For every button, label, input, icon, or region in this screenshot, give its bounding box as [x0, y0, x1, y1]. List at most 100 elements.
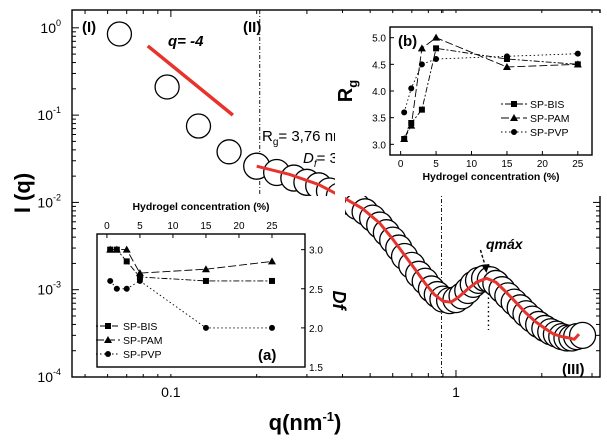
inset-b-y-axis-title: Rg	[335, 80, 360, 102]
fit-curve	[256, 164, 581, 341]
inset-a-marker	[135, 269, 144, 277]
inset-b-legend-label: SP-PAM	[530, 113, 569, 125]
inset-b-marker	[408, 85, 415, 92]
inset-b-background	[335, 13, 601, 196]
region-label-III: (III)	[562, 361, 585, 378]
inset-b-y-tick-label: 4.0	[372, 87, 386, 98]
x-axis-title-sup: -1	[322, 409, 334, 424]
data-point	[185, 113, 212, 139]
inset-a-legend-marker	[105, 323, 111, 329]
inset-b-y-tick-label: 4.5	[372, 60, 386, 71]
inset-a-marker	[122, 245, 131, 253]
rg-annotation: Rg= 3,76 nm	[262, 128, 346, 148]
data-point	[106, 21, 133, 47]
region-label-I: (I)	[82, 19, 96, 36]
slope-label: q= -4	[168, 33, 204, 50]
inset-a-x-tick-label: 5	[137, 221, 143, 232]
data-point	[568, 321, 597, 349]
inset-a-y-tick-label: 3.0	[309, 246, 323, 257]
inset-b-marker	[400, 135, 409, 142]
inset-b-x-tick-label: 20	[537, 159, 549, 170]
inset-a-y-tick-label: 2.5	[309, 285, 323, 296]
inset-b-marker	[407, 121, 416, 129]
x-tick-label: 0.1	[161, 384, 181, 400]
y-tick-exp: -1	[53, 105, 61, 115]
inset-b-marker	[573, 60, 582, 68]
inset-b-y-prefix: R	[335, 87, 357, 102]
y-tick-base: 10	[40, 20, 56, 36]
inset-b-marker	[503, 53, 510, 60]
inset-b-plot: 0 5 10 15 20 25 3.0 3.5 4.0 4.5 5.0 Hydrogel concen…	[335, 13, 601, 196]
inset-b-x-axis-title: Hydrogel concentration (%)	[422, 171, 559, 183]
inset-a-marker	[136, 274, 143, 281]
inset-b-marker	[433, 45, 440, 52]
inset-b-y-tick-label: 3.0	[372, 140, 386, 151]
y-tick-label: 10-3	[37, 280, 61, 298]
inset-b-y-tick-label: 3.5	[372, 114, 386, 125]
inset-b-x-tick-label: 5	[433, 159, 439, 170]
inset-a-marker	[112, 245, 121, 253]
inset-a-marker	[113, 285, 120, 292]
inset-a-x-tick-label: 15	[200, 221, 212, 232]
rg-sub: g	[273, 137, 279, 148]
y-tick-label: 100	[40, 18, 61, 36]
inset-a-x-axis-title: Hydrogel concentration (%)	[132, 201, 269, 213]
inset-b-x-tick-label: 25	[572, 159, 584, 170]
inset-b-x-tick-label: 15	[501, 159, 513, 170]
rg-prefix: R	[262, 128, 273, 145]
y-tick-base: 10	[37, 194, 53, 210]
y-tick-exp: -4	[53, 367, 61, 377]
inset-b-x-tick-label: 10	[466, 159, 478, 170]
y-tick-base: 10	[37, 282, 53, 298]
inset-a-legend-label: SP-PAM	[123, 335, 162, 347]
x-tick-label: 1	[452, 384, 460, 400]
region-label-II: (II)	[243, 19, 261, 36]
inset-b-marker	[418, 61, 425, 68]
inset-a-x-tick-label: 20	[233, 221, 245, 232]
inset-a-marker	[201, 265, 210, 273]
df-prefix: D	[303, 150, 314, 167]
inset-a-x-tick-label: 25	[266, 221, 278, 232]
inset-b-marker	[433, 56, 440, 62]
df-sub: f	[314, 159, 318, 170]
slope-line	[146, 44, 234, 117]
inset-b-panel-label: (b)	[398, 33, 417, 50]
y-tick-label: 10-1	[37, 105, 61, 123]
inset-a-marker	[202, 324, 209, 331]
inset-a-legend-marker	[104, 336, 112, 343]
inset-b-y-tick-label: 5.0	[372, 34, 386, 45]
y-axis-title: I (q)	[10, 173, 35, 213]
inset-a-legend-marker	[105, 351, 111, 357]
inset-a-x-tick-label: 10	[167, 221, 179, 232]
y-tick-exp: 0	[56, 18, 61, 28]
data-point	[154, 74, 180, 100]
inset-a-marker	[268, 324, 275, 331]
inset-b-marker	[417, 44, 426, 52]
y-tick-label: 10-2	[37, 192, 61, 210]
x-axis-title-text: q(nm	[269, 410, 323, 435]
x-axis-title: q(nm-1)	[269, 409, 342, 435]
inset-b-series-line	[403, 53, 578, 113]
inset-b-marker	[574, 50, 581, 57]
inset-b-x-tick-label: 0	[398, 159, 404, 170]
y-tick-exp: -2	[53, 192, 61, 202]
inset-a-frame	[96, 233, 306, 368]
inset-b-legend-marker	[511, 101, 517, 107]
y-tick-label: 10-4	[37, 367, 61, 385]
inset-b-legend-marker	[510, 114, 518, 121]
inset-a-panel-label: (a)	[258, 347, 276, 364]
inset-b-marker	[432, 33, 441, 41]
inset-a-marker	[267, 257, 276, 265]
inset-b-legend-label: SP-BIS	[530, 99, 564, 111]
inset-a-marker	[123, 258, 130, 265]
inset-b-legend-marker	[511, 129, 517, 135]
inset-a-y-tick-label: 2.0	[309, 324, 323, 335]
data-point	[216, 139, 242, 165]
rg-value: = 3,76 nm	[278, 128, 345, 145]
inset-a-y-tick-label: 1.5	[309, 363, 323, 374]
inset-b-y-sub: g	[345, 80, 360, 88]
qmax-label: qmáx	[486, 236, 524, 252]
x-axis-title-close: )	[334, 410, 341, 435]
y-tick-base: 10	[37, 107, 53, 123]
